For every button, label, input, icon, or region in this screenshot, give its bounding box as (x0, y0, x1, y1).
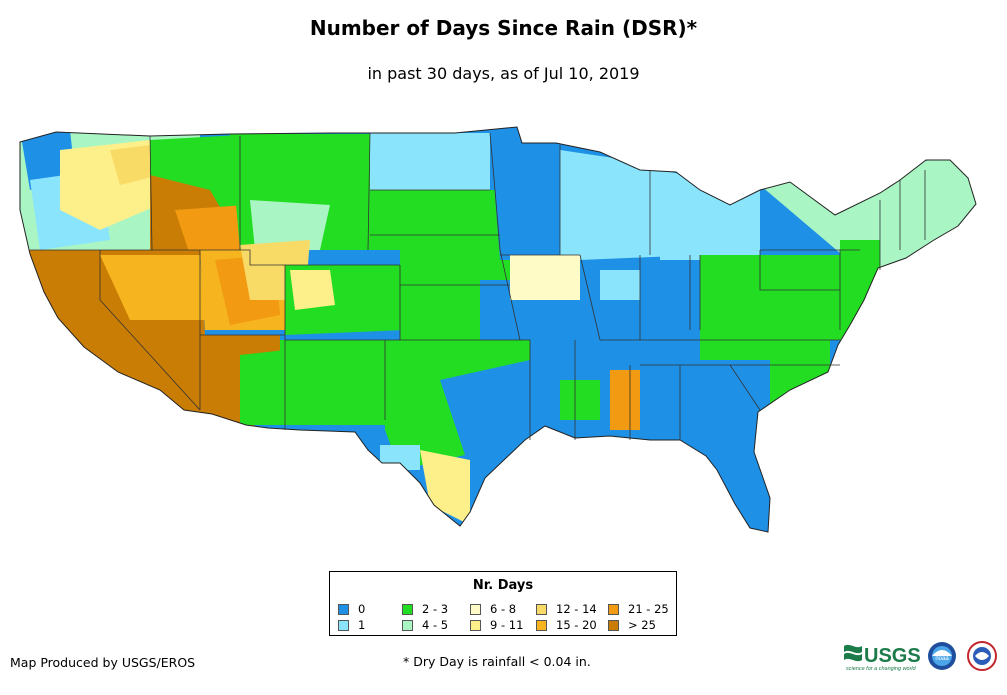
legend-swatch (470, 603, 481, 615)
legend-item: 4 - 5 (402, 618, 448, 632)
legend-label: 15 - 20 (556, 618, 597, 632)
legend-label: 4 - 5 (422, 618, 449, 632)
noaa-text: noaa (935, 656, 949, 662)
legend-item: 2 - 3 (402, 602, 448, 616)
legend-label: 1 (358, 618, 366, 632)
map-subtitle: in past 30 days, as of Jul 10, 2019 (367, 64, 640, 83)
legend-label: 9 - 11 (490, 618, 524, 632)
legend-item: > 25 (608, 618, 656, 632)
legend-label: 12 - 14 (556, 602, 597, 616)
legend-label: 6 - 8 (490, 602, 517, 616)
legend-item: 0 (338, 602, 365, 616)
legend-label: 0 (358, 602, 366, 616)
legend-item: 1 (338, 618, 365, 632)
legend-swatch (338, 603, 349, 615)
legend-swatch (608, 619, 619, 631)
credit-text: Map Produced by USGS/EROS (10, 655, 196, 670)
legend-item: 21 - 25 (608, 602, 669, 616)
usgs-logo: USGS science for a changing world (844, 644, 921, 672)
map-title: Number of Days Since Rain (DSR)* (309, 16, 698, 40)
legend-item: 9 - 11 (470, 618, 523, 632)
legend-label: > 25 (628, 618, 656, 632)
legend-title: Nr. Days (472, 578, 534, 593)
legend-swatch (402, 603, 413, 615)
legend-swatch (536, 619, 547, 631)
usgs-text: USGS (864, 645, 921, 667)
legend: Nr. Days 0 1 2 - 3 4 - 5 6 - 8 9 - 11 12 - 14 1… (329, 571, 677, 636)
legend-swatch (338, 619, 349, 631)
legend-swatch (536, 603, 547, 615)
agency-logos: USGS science for a changing world noaa (842, 640, 1007, 680)
noaa-logo: noaa (928, 642, 956, 670)
legend-item: 15 - 20 (536, 618, 597, 632)
usgs-tagline: science for a changing world (846, 666, 917, 672)
legend-item: 6 - 8 (470, 602, 516, 616)
legend-label: 2 - 3 (422, 602, 449, 616)
footnote-text: * Dry Day is rainfall < 0.04 in. (403, 654, 591, 669)
legend-swatch (608, 603, 619, 615)
legend-label: 21 - 25 (628, 602, 669, 616)
legend-item: 12 - 14 (536, 602, 597, 616)
national-weather-service-icon (967, 641, 997, 671)
legend-swatch (402, 619, 413, 631)
legend-swatch (470, 619, 481, 631)
